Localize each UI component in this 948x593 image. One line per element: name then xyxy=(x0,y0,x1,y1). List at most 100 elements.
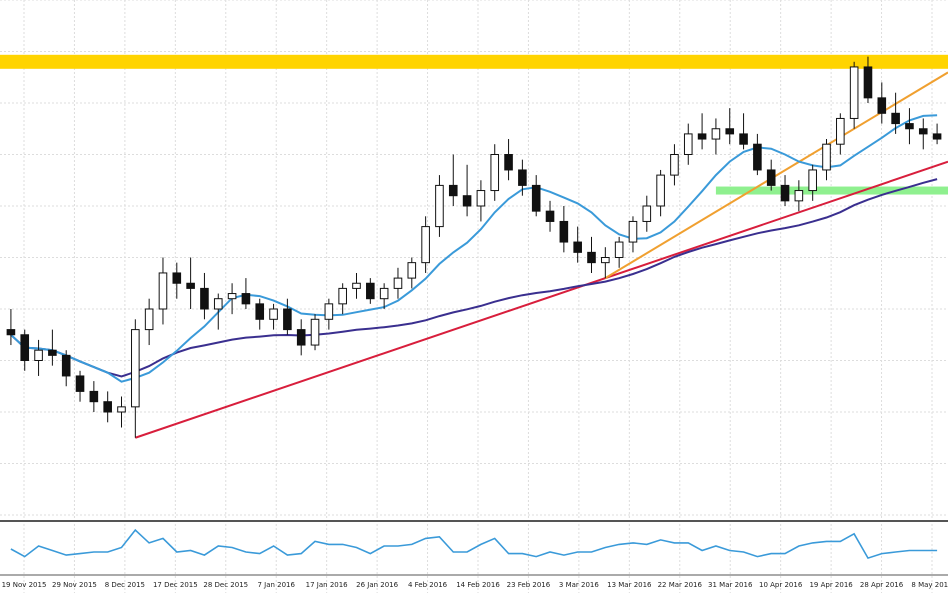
candle xyxy=(462,164,472,217)
candle-body-up xyxy=(836,117,845,145)
candle-body-down xyxy=(518,169,527,186)
oscillator-panel xyxy=(10,528,938,560)
candle-body-up xyxy=(614,241,624,259)
candle xyxy=(559,206,569,253)
candle-body-up xyxy=(711,128,721,140)
candle-body-down xyxy=(283,308,292,331)
candle xyxy=(407,257,417,289)
candle xyxy=(366,278,375,304)
candle-body-down xyxy=(891,112,900,125)
candle-body-down xyxy=(932,133,942,140)
candle xyxy=(379,283,389,309)
candle-body-down xyxy=(753,143,762,171)
candle-body-up xyxy=(628,220,638,243)
candle-body-down xyxy=(20,334,30,361)
x-tick-label: 29 Nov 2015 xyxy=(52,581,97,589)
candle-body-down xyxy=(61,354,71,377)
candle xyxy=(545,200,555,232)
x-tick-label: 28 Apr 2016 xyxy=(860,581,904,589)
candle-body-down xyxy=(573,241,582,253)
candle-body-up xyxy=(822,143,831,171)
x-tick-label: 13 Mar 2016 xyxy=(607,581,652,589)
candle-body-up xyxy=(656,174,665,207)
candle xyxy=(352,272,361,299)
candle xyxy=(448,154,458,206)
candle xyxy=(310,314,320,351)
candle xyxy=(573,226,582,263)
candle xyxy=(172,262,182,299)
horizontal-levels xyxy=(0,54,948,195)
resistance-zone xyxy=(0,54,948,69)
candle xyxy=(656,169,665,217)
candle-body-down xyxy=(48,349,57,356)
candle xyxy=(213,293,223,330)
candle xyxy=(628,216,638,253)
candle xyxy=(144,298,154,346)
candle xyxy=(117,396,126,428)
candle xyxy=(421,216,430,273)
candle xyxy=(89,381,99,412)
candle-body-down xyxy=(545,210,555,222)
candle-body-down xyxy=(863,66,873,99)
candle xyxy=(61,350,71,387)
candle-body-up xyxy=(421,226,430,264)
candle-body-up xyxy=(158,272,168,310)
candle xyxy=(6,309,16,346)
candle xyxy=(75,370,85,402)
x-tick-label: 22 Mar 2016 xyxy=(658,581,703,589)
x-tick-label: 17 Dec 2015 xyxy=(153,581,198,589)
candle xyxy=(808,164,817,201)
candle-body-down xyxy=(200,287,209,310)
candle xyxy=(103,391,112,423)
candle-body-up xyxy=(849,66,859,119)
candle xyxy=(435,175,444,237)
candle-body-down xyxy=(725,128,735,135)
candle-body-up xyxy=(269,308,278,320)
candle xyxy=(905,108,914,145)
x-tick-label: 19 Apr 2016 xyxy=(809,581,853,589)
candle xyxy=(877,82,887,124)
candle xyxy=(601,247,610,279)
x-tick-label: 14 Feb 2016 xyxy=(456,581,500,589)
candle-body-up xyxy=(379,287,389,300)
candle-body-down xyxy=(241,293,251,305)
candle-body-up xyxy=(352,282,361,289)
candle-body-down xyxy=(877,97,887,114)
candle xyxy=(48,329,57,366)
candle-body-up xyxy=(393,277,403,289)
long-term-trendline xyxy=(135,160,948,439)
candle-body-down xyxy=(366,282,375,300)
candle-body-down xyxy=(172,272,182,284)
candle xyxy=(849,61,859,129)
candle xyxy=(393,267,403,299)
candle-body-up xyxy=(670,154,679,176)
candle-body-up xyxy=(131,329,140,408)
candle xyxy=(614,236,624,268)
candle xyxy=(683,123,693,165)
candle-body-up xyxy=(144,308,154,331)
candle xyxy=(296,319,306,356)
candle xyxy=(739,113,748,150)
candle-body-up xyxy=(227,293,237,300)
x-tick-label: 23 Feb 2016 xyxy=(507,581,551,589)
candle xyxy=(670,144,679,186)
candle xyxy=(697,113,707,150)
candle xyxy=(490,144,500,201)
x-axis-ticks: 19 Nov 2015 29 Nov 2015 8 Dec 2015 17 Dec 2… xyxy=(2,581,948,589)
candle-body-up xyxy=(808,169,817,192)
x-tick-label: 3 Mar 2016 xyxy=(559,581,599,589)
x-tick-label: 28 Dec 2015 xyxy=(203,581,248,589)
candle xyxy=(794,180,804,212)
candle-body-down xyxy=(6,329,16,336)
support-zone xyxy=(715,186,948,195)
candles xyxy=(6,56,942,438)
candle xyxy=(241,278,251,309)
candle xyxy=(587,236,596,273)
candle-body-down xyxy=(504,154,513,171)
candle xyxy=(711,118,721,155)
candle xyxy=(324,298,334,330)
candle xyxy=(255,298,265,330)
